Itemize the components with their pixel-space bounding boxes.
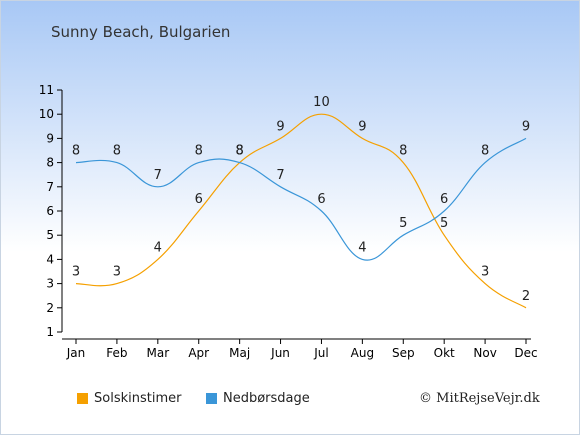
data-label-nedborsdage: 8 xyxy=(235,144,243,159)
axes: 1 2 3 4 5 6 7 8 9 10 11 Jan Feb Mar Apr Maj Jun Jul Aug Sep… xyxy=(39,83,538,360)
x-tick-label: Feb xyxy=(106,346,127,360)
y-tick-label: 9 xyxy=(46,131,54,145)
data-label-solskinstimer: 4 xyxy=(154,240,162,255)
x-tick-label: Jan xyxy=(66,346,86,360)
legend-item-solskinstimer: Solskinstimer xyxy=(77,391,181,406)
data-label-nedborsdage: 4 xyxy=(358,240,366,255)
series-line-nedborsdage xyxy=(75,137,527,261)
data-label-solskinstimer: 6 xyxy=(195,192,203,207)
data-label-solskinstimer: 9 xyxy=(358,119,366,134)
y-tick-label: 10 xyxy=(39,107,54,121)
x-tick-label: Nov xyxy=(473,346,496,360)
x-tick-label: Aug xyxy=(351,346,374,360)
y-tick-label: 6 xyxy=(46,204,54,218)
x-tick-label: Mar xyxy=(146,346,169,360)
data-label-solskinstimer: 8 xyxy=(399,144,407,159)
data-label-nedborsdage: 7 xyxy=(154,168,162,183)
data-label-nedborsdage: 8 xyxy=(113,144,121,159)
x-tick-label: Jul xyxy=(313,346,328,360)
data-label-nedborsdage: 7 xyxy=(276,168,284,183)
data-label-nedborsdage: 8 xyxy=(195,144,203,159)
series-lines xyxy=(75,113,527,309)
legend-item-nedborsdage: Nedbørsdage xyxy=(206,391,310,406)
data-label-nedborsdage: 9 xyxy=(522,119,530,134)
data-label-nedborsdage: 5 xyxy=(399,216,407,231)
data-label-solskinstimer: 9 xyxy=(276,119,284,134)
legend-swatch-nedborsdage xyxy=(206,393,217,404)
y-tick-label: 7 xyxy=(46,180,54,194)
y-tick-label: 1 xyxy=(46,325,54,339)
copyright-text: © MitRejseVejr.dk xyxy=(419,391,540,406)
y-tick-label: 2 xyxy=(46,301,54,315)
x-tick-label: Okt xyxy=(434,346,455,360)
data-label-solskinstimer: 3 xyxy=(72,265,80,280)
data-label-nedborsdage: 6 xyxy=(317,192,325,207)
y-tick-label: 5 xyxy=(46,228,54,242)
x-tick-label: Jun xyxy=(270,346,290,360)
series-line-solskinstimer xyxy=(75,113,527,309)
legend-swatch-solskinstimer xyxy=(77,393,88,404)
legend-label-solskinstimer: Solskinstimer xyxy=(94,391,182,406)
data-label-solskinstimer: 3 xyxy=(481,265,489,280)
x-tick-label: Sep xyxy=(392,346,415,360)
data-label-solskinstimer: 10 xyxy=(313,95,330,110)
x-tick-label: Dec xyxy=(514,346,537,360)
data-label-nedborsdage: 8 xyxy=(481,144,489,159)
data-label-solskinstimer: 3 xyxy=(113,265,121,280)
legend-label-nedborsdage: Nedbørsdage xyxy=(223,391,310,406)
data-label-nedborsdage: 8 xyxy=(72,144,80,159)
y-tick-label: 11 xyxy=(39,83,54,97)
x-tick-label: Apr xyxy=(188,346,209,360)
data-label-solskinstimer: 5 xyxy=(440,216,448,231)
x-tick-label: Maj xyxy=(229,346,250,360)
y-tick-label: 4 xyxy=(46,252,54,266)
data-label-solskinstimer: 2 xyxy=(522,289,530,304)
y-tick-label: 8 xyxy=(46,156,54,170)
data-label-solskinstimer: 8 xyxy=(235,144,243,159)
chart-title: Sunny Beach, Bulgarien xyxy=(51,23,231,41)
y-tick-label: 3 xyxy=(46,277,54,291)
data-label-nedborsdage: 6 xyxy=(440,192,448,207)
